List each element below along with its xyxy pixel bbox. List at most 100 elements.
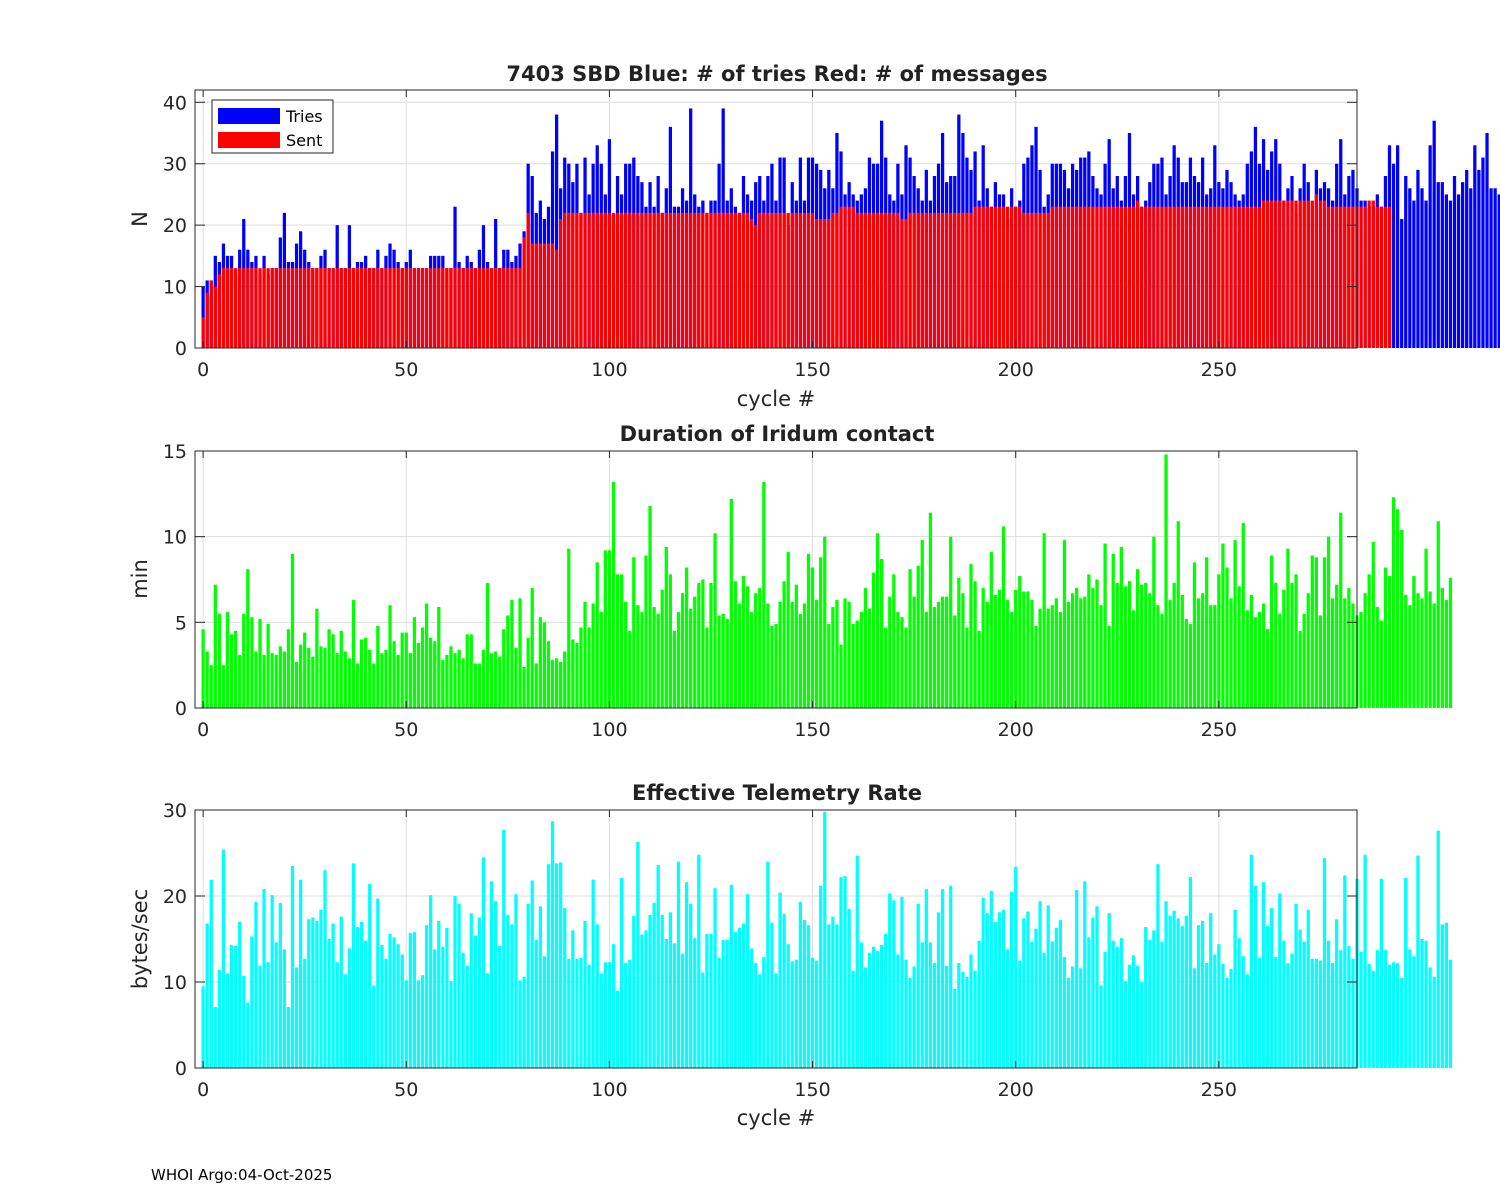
bar-rate — [985, 913, 989, 1068]
bar-sent — [1294, 200, 1298, 348]
bar-tries — [1391, 163, 1396, 348]
bar-sent — [892, 212, 896, 348]
bar-rate — [445, 927, 449, 1068]
bar-sent — [977, 206, 981, 348]
bar-sent — [957, 212, 961, 348]
bar-duration — [335, 653, 339, 708]
bar-rate — [347, 948, 352, 1068]
bar-sent — [526, 212, 530, 348]
bar-duration — [758, 588, 762, 708]
bar-rate — [323, 870, 327, 1068]
bar-rate — [603, 962, 607, 1068]
bar-duration — [396, 654, 400, 708]
bar-sent — [729, 212, 733, 348]
bar-sent — [717, 212, 721, 348]
bar-rate — [1115, 946, 1119, 1068]
bar-rate — [1221, 963, 1225, 1068]
bar-duration — [445, 654, 449, 708]
bar-duration — [355, 663, 360, 708]
bar-sent — [1058, 206, 1063, 348]
bar-rate — [1322, 858, 1327, 1068]
panel-3-ylabel: bytes/sec — [128, 889, 152, 989]
bar-duration — [307, 648, 311, 708]
bar-duration — [372, 663, 376, 708]
bar-rate — [303, 958, 307, 1068]
bar-duration — [835, 600, 839, 708]
bar-duration — [1192, 562, 1197, 708]
bar-rate — [437, 920, 441, 1068]
bar-rate — [1099, 985, 1103, 1068]
y-tick-label: 30 — [163, 800, 187, 822]
bar-rate — [1135, 965, 1140, 1068]
legend: Tries Sent — [211, 99, 334, 154]
bar-rate — [908, 977, 912, 1068]
bar-rate — [949, 885, 953, 1068]
bar-sent — [880, 212, 884, 348]
bar-duration — [1387, 576, 1392, 708]
bar-sent — [286, 268, 291, 348]
bar-rate — [928, 942, 933, 1068]
bar-rate — [1396, 963, 1400, 1068]
bar-sent — [802, 212, 807, 348]
bar-duration — [595, 562, 599, 708]
bar-rate — [1131, 955, 1136, 1068]
bar-rate — [449, 981, 453, 1068]
bar-rate — [680, 953, 685, 1068]
bar-duration — [1156, 605, 1160, 708]
bar-duration — [717, 615, 721, 708]
bar-duration — [973, 581, 977, 708]
bar-sent — [997, 206, 1002, 348]
bar-sent — [863, 212, 868, 348]
bar-rate — [254, 902, 258, 1068]
bar-duration — [924, 612, 928, 708]
bar-duration — [1428, 591, 1432, 708]
bar-sent — [380, 268, 384, 348]
bar-duration — [359, 639, 364, 708]
bar-rate — [1302, 941, 1306, 1068]
bar-duration — [819, 557, 823, 708]
bar-duration — [323, 648, 327, 708]
bar-sent — [1257, 206, 1262, 348]
bar-sent — [936, 212, 941, 348]
bar-duration — [936, 601, 941, 708]
bar-duration — [461, 658, 465, 708]
bar-rate — [538, 906, 542, 1068]
bar-duration — [774, 624, 778, 708]
bar-rate — [961, 971, 965, 1068]
legend-swatch-sent — [218, 132, 280, 148]
bar-rate — [1424, 940, 1428, 1068]
bar-rate — [936, 912, 941, 1068]
bar-duration — [246, 569, 250, 708]
bar-duration — [1322, 557, 1327, 708]
bar-duration — [981, 588, 985, 708]
bar-sent — [961, 212, 965, 348]
bar-duration — [473, 663, 477, 708]
bar-rate — [1347, 945, 1351, 1068]
bar-sent — [1010, 206, 1014, 348]
bar-sent — [969, 212, 973, 348]
bar-sent — [896, 212, 900, 348]
bar-rate — [1054, 927, 1058, 1068]
bar-sent — [274, 268, 278, 348]
bar-rate — [1164, 901, 1168, 1068]
bar-rate — [815, 960, 819, 1068]
bar-rate — [827, 924, 831, 1068]
bar-duration — [1054, 598, 1058, 708]
bar-duration — [1233, 540, 1237, 708]
bar-duration — [1339, 512, 1343, 708]
bar-sent — [538, 243, 542, 348]
bar-tries — [1420, 188, 1424, 348]
bar-sent — [1164, 206, 1168, 348]
bar-sent — [437, 268, 441, 348]
bar-sent — [827, 219, 831, 348]
bar-rate — [396, 944, 400, 1068]
bar-rate — [920, 942, 924, 1068]
bar-sent — [579, 212, 583, 348]
x-tick-label: 250 — [1201, 359, 1237, 381]
bar-sent — [945, 212, 949, 348]
bar-sent — [1278, 200, 1282, 348]
bar-duration — [1091, 588, 1095, 708]
bar-duration — [1148, 593, 1152, 708]
legend-swatch-tries — [218, 108, 280, 124]
bar-sent — [835, 212, 839, 348]
